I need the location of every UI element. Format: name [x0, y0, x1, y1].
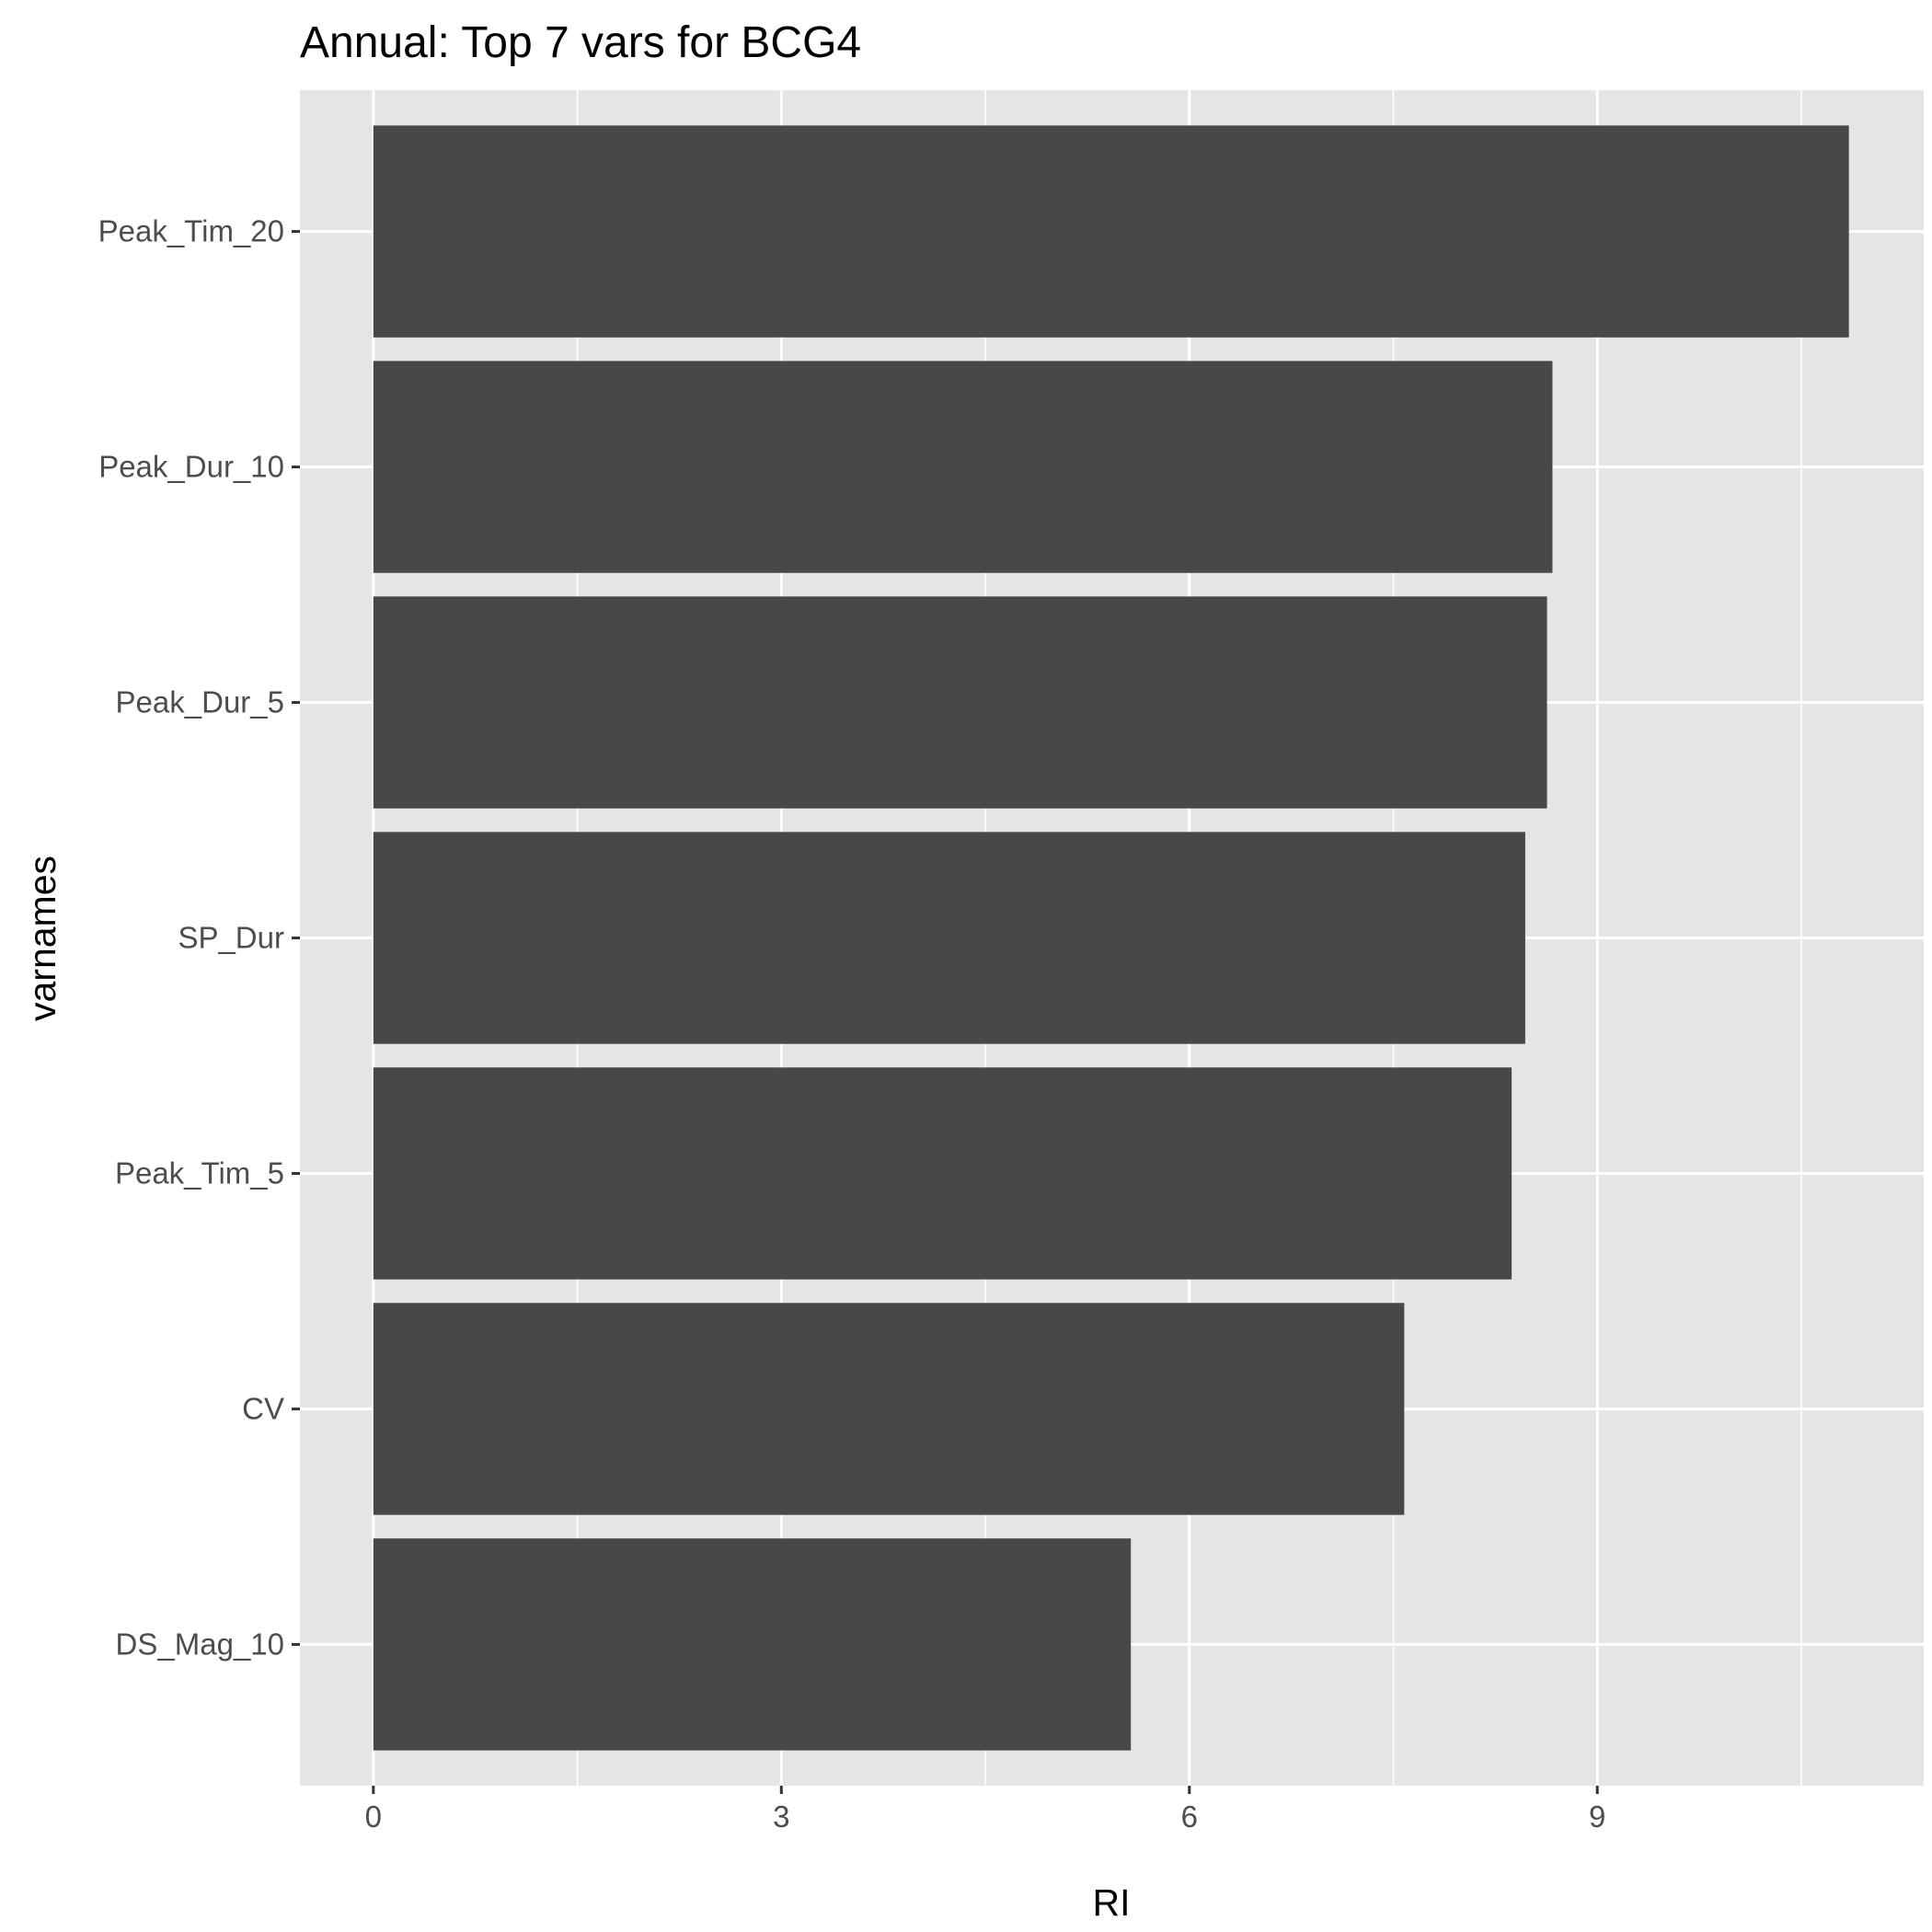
- bar: [373, 361, 1553, 573]
- x-axis-title: RI: [1093, 1881, 1131, 1924]
- y-tick-label: CV: [242, 1391, 284, 1425]
- bar: [373, 1538, 1132, 1751]
- x-tick-label: 9: [1589, 1800, 1605, 1834]
- y-tick-label: Peak_Tim_5: [115, 1156, 284, 1190]
- y-tick-label: Peak_Tim_20: [98, 214, 284, 248]
- bar: [373, 1303, 1405, 1515]
- y-tick-label: Peak_Dur_10: [98, 450, 284, 484]
- y-tick-label: Peak_Dur_5: [116, 685, 284, 719]
- bars: [373, 125, 1849, 1751]
- bar: [373, 832, 1525, 1044]
- chart-title: Annual: Top 7 vars for BCG4: [300, 18, 861, 67]
- y-axis-title: varnames: [21, 856, 63, 1021]
- y-tick-label: SP_Dur: [178, 921, 284, 955]
- y-tick-label: DS_Mag_10: [116, 1627, 284, 1661]
- y-axis: Peak_Tim_20 Peak_Dur_10 Peak_Dur_5 SP_Dur Pe…: [98, 214, 300, 1661]
- x-tick-label: 3: [773, 1800, 789, 1834]
- bar: [373, 125, 1849, 338]
- bar: [373, 1067, 1512, 1280]
- x-tick-label: 6: [1181, 1800, 1198, 1834]
- bar: [373, 596, 1547, 809]
- x-axis: 0 3 6 9: [365, 1786, 1605, 1834]
- x-tick-label: 0: [365, 1800, 382, 1834]
